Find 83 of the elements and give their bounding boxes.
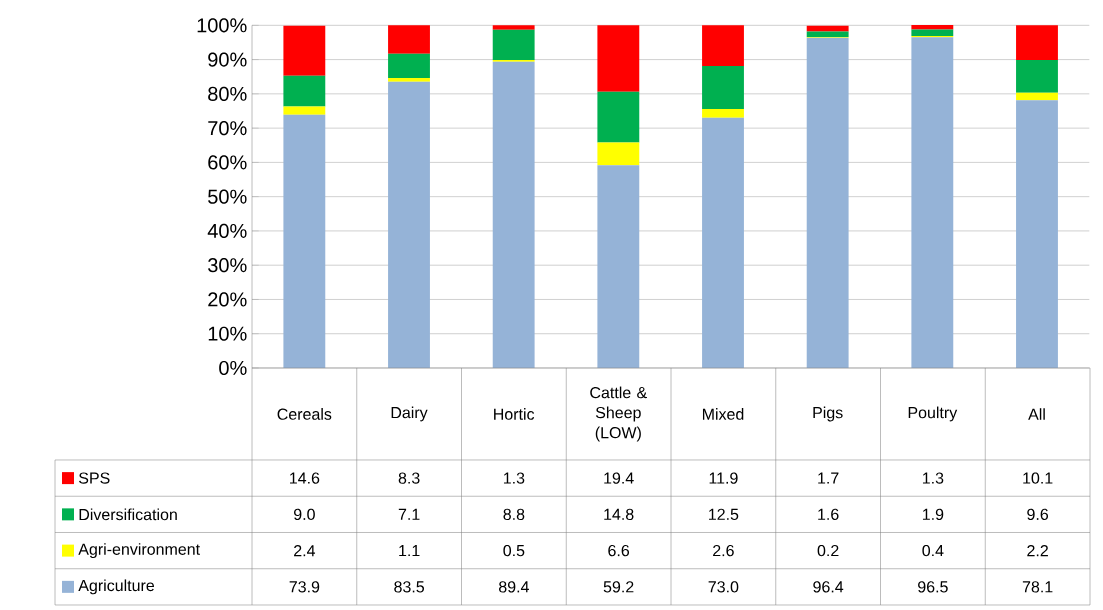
bar [702,108,744,118]
x-tick-label: Pigs [813,406,843,422]
x-tick-label: Poultry [908,406,958,422]
x-tick-label: Hortic [494,408,535,420]
data-label: 12.5 [709,508,739,521]
bar [1016,100,1058,368]
data-label: 2.4 [294,545,316,557]
y-tick-label: 60% [208,155,247,170]
bar [1016,92,1058,101]
data-label: 1.3 [503,472,525,484]
bar [702,66,744,109]
data-label: 1.6 [818,508,839,521]
y-tick-label: 90% [208,52,247,67]
data-label: 8.8 [503,508,525,521]
bar [702,117,744,368]
data-label: 1.3 [922,472,944,484]
data-label: 96.4 [813,581,844,593]
bar [911,37,954,368]
bar [388,25,430,54]
bar [911,29,954,36]
data-label: 2.6 [713,544,734,557]
bar [806,37,849,368]
bar [388,81,430,368]
bar [911,24,954,30]
bar [283,106,326,115]
bar [1016,59,1058,93]
bar [492,25,535,30]
bar [388,78,430,82]
y-tick-label: 0% [219,360,247,376]
data-label: 73.9 [289,581,320,593]
y-tick-label: 100% [197,18,247,33]
bar [597,165,640,368]
data-label: 0.5 [503,544,525,557]
y-tick-label: 10% [208,326,247,341]
x-tick-label: Cereals [277,408,332,420]
x-tick-label: All [1028,408,1045,420]
legend-label: SPS [79,472,110,484]
bar [492,61,535,368]
bar [388,53,430,79]
data-label: 83.5 [394,581,425,593]
x-tick-label: Mixed [702,408,744,420]
bar [283,25,326,76]
data-label: 10.1 [1023,472,1053,484]
data-label: 8.3 [398,472,420,484]
data-label: 9.6 [1027,508,1049,521]
y-tick-label: 30% [208,258,247,273]
bar [702,25,744,67]
y-tick-label: 50% [208,189,247,204]
data-label: 78.1 [1022,581,1053,593]
data-label: 14.8 [604,508,634,521]
y-tick-label: 40% [207,223,247,238]
data-label: 59.2 [603,581,634,593]
x-tick-label: Cattle & Sheep (LOW) [590,386,647,442]
data-label: 0.2 [817,544,839,557]
bar [283,114,326,368]
data-label: 19.4 [604,472,634,484]
legend-label: Agriculture [78,579,155,595]
bar [597,91,640,143]
y-tick-label: 80% [208,86,247,101]
data-label: 1.7 [818,472,839,484]
bar [492,29,535,60]
data-label: 2.2 [1027,545,1048,557]
data-label: 9.0 [294,508,315,521]
data-label: 14.6 [290,472,320,484]
data-label: 0.4 [922,544,944,557]
y-tick-label: 20% [208,292,247,307]
data-label: 6.6 [608,544,630,557]
data-label: 73.0 [708,581,739,593]
x-tick-label: Dairy [391,406,428,422]
bar [283,75,326,107]
bar [806,31,849,37]
bar [597,25,640,92]
data-label: 96.5 [918,581,948,593]
y-tick-label: 70% [208,121,247,136]
data-label: 1.1 [399,545,420,557]
bar [597,142,640,166]
data-label: 89.4 [499,581,529,593]
legend-label: Diversification [79,508,177,521]
bar [1016,25,1058,60]
data-label: 1.9 [922,508,944,521]
legend-label: Agri-environment [78,543,200,559]
data-label: 11.9 [709,472,738,484]
data-label: 7.1 [398,508,420,520]
